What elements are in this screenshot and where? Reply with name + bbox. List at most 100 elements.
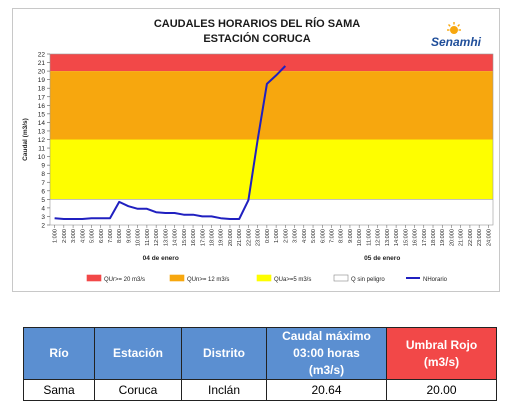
x-tick-label: 19:000 [219, 229, 225, 246]
x-tick-label: 21:000 [237, 229, 243, 246]
x-tick-label: 6:000 [320, 229, 326, 243]
x-tick-label: 5:000 [311, 229, 317, 243]
y-tick-label: 16 [38, 103, 46, 110]
x-tick-label: 23:000 [477, 229, 483, 246]
x-tick-label: 2:000 [283, 229, 289, 243]
x-tick-label: 15:000 [403, 229, 409, 246]
x-tick-label: 12:000 [376, 229, 382, 246]
x-tick-label: 21:000 [459, 229, 465, 246]
header-caudal-line3: (m3/s) [308, 363, 345, 377]
x-tick-label: 1:000 [274, 229, 280, 243]
series-line-nhorario [54, 65, 287, 220]
x-tick-label: 3:000 [71, 229, 77, 243]
header-rio: Río [23, 327, 95, 380]
threshold-band [50, 139, 493, 200]
y-tick-label: 19 [38, 77, 46, 84]
header-umbral-line2: (m3/s) [423, 354, 460, 369]
x-tick-label: 23:000 [256, 229, 262, 246]
y-tick-label: 6 [41, 188, 45, 195]
header-umbral-rojo: Umbral Rojo (m3/s) [386, 327, 497, 380]
day-label: 05 de enero [364, 255, 400, 262]
x-tick-label: 22:000 [246, 229, 252, 246]
sun-icon [447, 22, 461, 34]
x-tick-label: 17:000 [200, 229, 206, 246]
x-tick-label: 22:000 [468, 229, 474, 246]
y-tick-label: 9 [41, 163, 45, 170]
legend-label: Q sin peligro [351, 277, 385, 283]
chart-title: CAUDALES HORARIOS DEL RÍO SAMA [153, 18, 361, 30]
x-tick-label: 5:000 [90, 229, 96, 243]
x-tick-label: 17:000 [422, 229, 428, 246]
header-distrito: Distrito [181, 327, 267, 380]
cell-umbral: 20.00 [386, 379, 497, 401]
y-tick-label: 17 [38, 94, 46, 101]
y-tick-label: 11 [38, 146, 45, 153]
y-tick-label: 15 [38, 111, 46, 118]
senamhi-logo: Senamhi [423, 21, 495, 55]
x-tick-label: 12:000 [154, 229, 160, 246]
x-tick-label: 0:000 [265, 229, 271, 243]
x-tick-label: 16:000 [191, 229, 197, 246]
threshold-band [50, 71, 493, 140]
header-umbral-line1: Umbral Rojo [405, 337, 478, 352]
table-header-row: Río Estación Distrito Caudal máximo 03:0… [23, 327, 497, 380]
y-tick-label: 20 [38, 69, 46, 76]
y-tick-label: 10 [38, 154, 46, 161]
x-tick-label: 11:000 [145, 229, 151, 246]
y-tick-label: 18 [38, 86, 46, 93]
legend-swatch [169, 274, 185, 282]
legend-swatch [86, 274, 102, 282]
y-tick-label: 12 [38, 137, 46, 144]
legend-label: QUa>=5 m3/s [274, 277, 311, 283]
chart-subtitle: ESTACIÓN CORUCA [203, 33, 311, 45]
x-tick-label: 16:000 [413, 229, 419, 246]
header-caudal-line1: Caudal máximo [282, 329, 371, 343]
day-label: 04 de enero [143, 255, 179, 262]
x-tick-label: 20:000 [228, 229, 234, 246]
x-tick-label: 14:000 [394, 229, 400, 246]
header-caudal-line2: 03:00 horas [293, 346, 360, 360]
x-tick-label: 18:000 [210, 229, 216, 246]
x-tick-label: 4:000 [80, 229, 86, 243]
x-tick-label: 8:000 [339, 229, 345, 243]
legend-label: NHorario [423, 277, 448, 283]
x-tick-label: 4:000 [302, 229, 308, 243]
table-row: Sama Coruca Inclán 20.64 20.00 [23, 379, 497, 401]
x-tick-label: 19:000 [440, 229, 446, 246]
x-tick-label: 13:000 [163, 229, 169, 246]
x-tick-label: 11:000 [366, 229, 372, 246]
hydrograph-chart: 2345678910111213141516171819202122Caudal… [22, 52, 494, 283]
cell-rio: Sama [23, 379, 95, 401]
legend-swatch [256, 274, 272, 282]
x-tick-label: 9:000 [348, 229, 354, 243]
x-tick-label: 18:000 [431, 229, 437, 246]
y-tick-label: 5 [41, 197, 45, 204]
x-tick-label: 10:000 [136, 229, 142, 246]
cell-distrito: Inclán [181, 379, 267, 401]
x-tick-label: 9:000 [126, 229, 132, 243]
y-tick-label: 21 [38, 60, 46, 67]
y-axis-label: Caudal (m3/s) [22, 118, 29, 161]
threshold-band [50, 54, 493, 72]
x-tick-label: 6:000 [99, 229, 105, 243]
y-tick-label: 3 [41, 214, 45, 221]
y-tick-label: 2 [41, 223, 45, 230]
logo-text: Senamhi [431, 35, 482, 49]
y-tick-label: 13 [38, 128, 46, 135]
x-tick-label: 15:000 [182, 229, 188, 246]
chart-panel: CAUDALES HORARIOS DEL RÍO SAMA ESTACIÓN … [12, 8, 500, 292]
x-tick-label: 7:000 [329, 229, 335, 243]
y-tick-label: 7 [41, 180, 45, 187]
x-tick-label: 3:000 [293, 229, 299, 243]
header-estacion: Estación [94, 327, 182, 380]
x-tick-label: 7:000 [108, 229, 114, 243]
x-tick-label: 20:000 [449, 229, 455, 246]
x-tick-label: 1:000 [53, 229, 59, 243]
y-tick-label: 22 [38, 52, 46, 59]
x-tick-label: 8:000 [117, 229, 123, 243]
x-tick-label: 13:000 [385, 229, 391, 246]
legend-label: QUn>= 12 m3/s [187, 277, 229, 283]
legend-swatch [333, 274, 349, 282]
cell-estacion: Coruca [94, 379, 182, 401]
header-caudal-maximo: Caudal máximo 03:00 horas (m3/s) [266, 327, 387, 380]
